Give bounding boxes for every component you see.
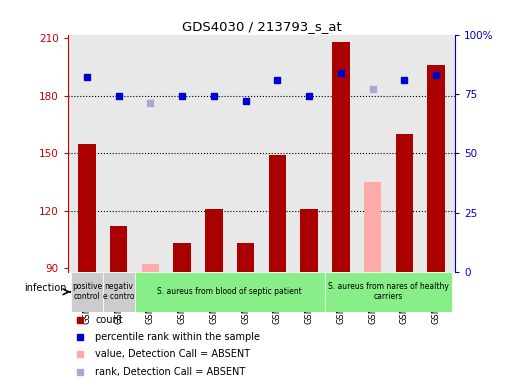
- Text: infection: infection: [25, 283, 67, 293]
- Bar: [332, 42, 349, 272]
- Bar: [142, 264, 159, 272]
- Text: positive
control: positive control: [72, 282, 102, 301]
- Text: percentile rank within the sample: percentile rank within the sample: [95, 332, 260, 342]
- Bar: [237, 243, 254, 272]
- Text: S. aureus from blood of septic patient: S. aureus from blood of septic patient: [157, 287, 302, 296]
- Bar: [71, 272, 103, 311]
- Bar: [300, 209, 318, 272]
- Bar: [110, 226, 128, 272]
- Text: negativ
e contro: negativ e contro: [103, 282, 134, 301]
- Bar: [205, 209, 223, 272]
- Bar: [78, 144, 96, 272]
- Text: count: count: [95, 315, 123, 325]
- Bar: [174, 243, 191, 272]
- Title: GDS4030 / 213793_s_at: GDS4030 / 213793_s_at: [181, 20, 342, 33]
- Bar: [103, 272, 134, 311]
- Bar: [134, 272, 325, 311]
- Text: rank, Detection Call = ABSENT: rank, Detection Call = ABSENT: [95, 367, 245, 377]
- Text: S. aureus from nares of healthy
carriers: S. aureus from nares of healthy carriers: [328, 282, 449, 301]
- Text: value, Detection Call = ABSENT: value, Detection Call = ABSENT: [95, 349, 250, 359]
- Bar: [269, 155, 286, 272]
- Bar: [364, 182, 381, 272]
- Bar: [325, 272, 452, 311]
- Bar: [395, 134, 413, 272]
- Bar: [427, 65, 445, 272]
